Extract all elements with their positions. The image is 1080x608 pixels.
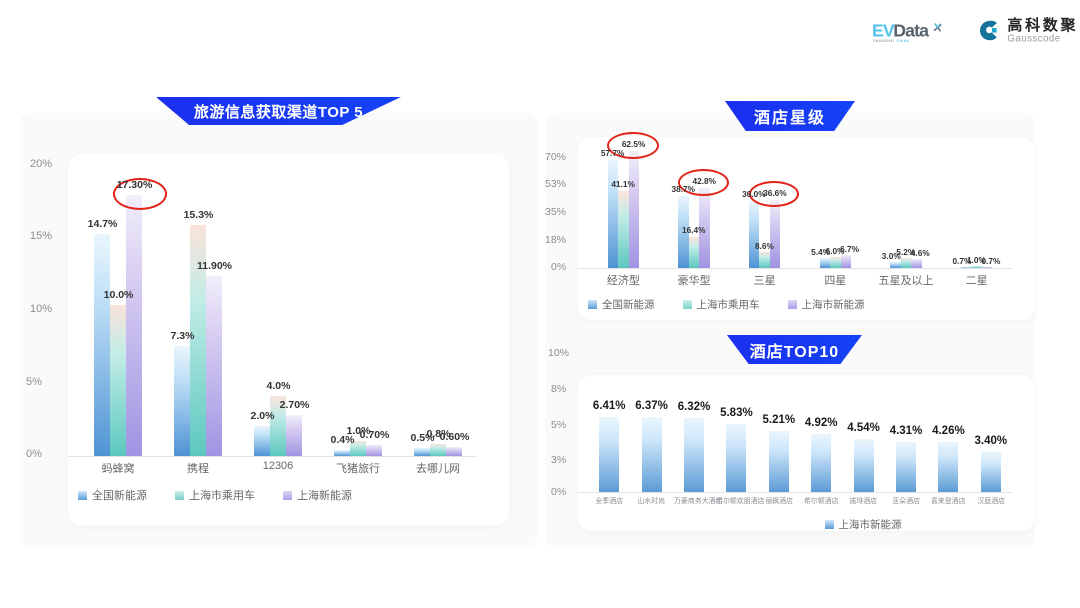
svg-text:EV: EV xyxy=(872,20,895,40)
svg-text:SHANGHAI: SHANGHAI xyxy=(873,39,894,43)
svg-text:Data: Data xyxy=(893,20,929,40)
svg-text:CHINA: CHINA xyxy=(897,39,910,43)
